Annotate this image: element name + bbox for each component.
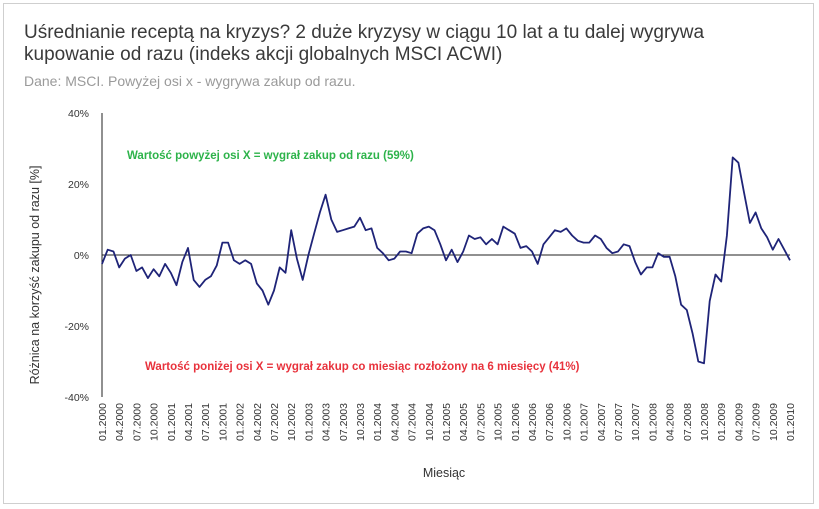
x-tick-label: 07.2000: [131, 403, 143, 441]
annotation-below-axis: Wartość poniżej osi X = wygrał zakup co …: [145, 361, 580, 373]
x-tick-label: 01.2009: [716, 403, 728, 441]
x-tick-label: 04.2005: [458, 403, 470, 441]
x-tick-label: 10.2004: [424, 403, 436, 441]
x-tick-label: 07.2006: [544, 403, 556, 441]
x-tick-label: 10.2006: [561, 403, 573, 441]
x-tick-label: 10.2002: [286, 403, 298, 441]
y-tick-label: 40%: [68, 108, 89, 120]
x-tick-label: 07.2001: [200, 403, 212, 441]
y-tick-label: 0%: [74, 250, 89, 262]
x-tick-label: 01.2006: [510, 403, 522, 441]
x-tick-label: 10.2008: [699, 403, 711, 441]
annotation-above-axis: Wartość powyżej osi X = wygrał zakup od …: [127, 150, 414, 162]
y-axis-title: Różnica na korzyść zakupu od razu [%]: [28, 166, 42, 385]
y-tick-label: 20%: [68, 179, 89, 191]
x-tick-label: 01.2001: [166, 403, 178, 441]
x-tick-label: 07.2004: [407, 403, 419, 441]
x-tick-labels: 01.2000 04.2000 07.2000 10.2000 01.2001 04.20…: [97, 403, 797, 441]
x-tick-label: 07.2009: [751, 403, 763, 441]
x-tick-label: 07.2005: [475, 403, 487, 441]
x-tick-label: 10.2007: [630, 403, 642, 441]
chart-subtitle: Dane: MSCI. Powyżej osi x - wygrywa zaku…: [24, 73, 356, 89]
x-tick-label: 04.2003: [321, 403, 333, 441]
x-tick-label: 04.2009: [733, 403, 745, 441]
x-tick-label: 07.2007: [613, 403, 625, 441]
x-tick-label: 10.2000: [149, 403, 161, 441]
x-tick-label: 10.2003: [355, 403, 367, 441]
x-tick-label: 07.2003: [338, 403, 350, 441]
x-tick-label: 10.2005: [493, 403, 505, 441]
x-tick-label: 01.2003: [303, 403, 315, 441]
x-tick-label: 10.2001: [217, 403, 229, 441]
x-tick-label: 01.2008: [647, 403, 659, 441]
y-tick-label: -40%: [64, 392, 89, 404]
x-axis-title: Miesiąc: [423, 466, 465, 480]
y-tick-labels: -40% -20% 0% 20% 40%: [64, 108, 89, 404]
x-tick-label: 01.2002: [235, 403, 247, 441]
y-tick-label: -20%: [64, 321, 89, 333]
x-tick-label: 07.2008: [682, 403, 694, 441]
x-tick-label: 04.2000: [114, 403, 126, 441]
x-tick-label: 04.2002: [252, 403, 264, 441]
x-tick-label: 01.2007: [579, 403, 591, 441]
x-tick-label: 01.2000: [97, 403, 109, 441]
x-tick-label: 04.2004: [389, 403, 401, 441]
x-tick-label: 10.2009: [768, 403, 780, 441]
chart-frame: [3, 3, 814, 504]
x-tick-label: 04.2008: [665, 403, 677, 441]
x-tick-label: 07.2002: [269, 403, 281, 441]
x-tick-label: 04.2001: [183, 403, 195, 441]
x-tick-label: 01.2004: [372, 403, 384, 441]
chart-title: Uśrednianie receptą na kryzys? 2 duże kr…: [24, 22, 705, 65]
x-tick-label: 04.2006: [527, 403, 539, 441]
axes: [101, 113, 790, 397]
x-tick-label: 01.2005: [441, 403, 453, 441]
x-tick-label: 01.2010: [785, 403, 797, 441]
x-tick-label: 04.2007: [596, 403, 608, 441]
series-line: [101, 156, 791, 365]
